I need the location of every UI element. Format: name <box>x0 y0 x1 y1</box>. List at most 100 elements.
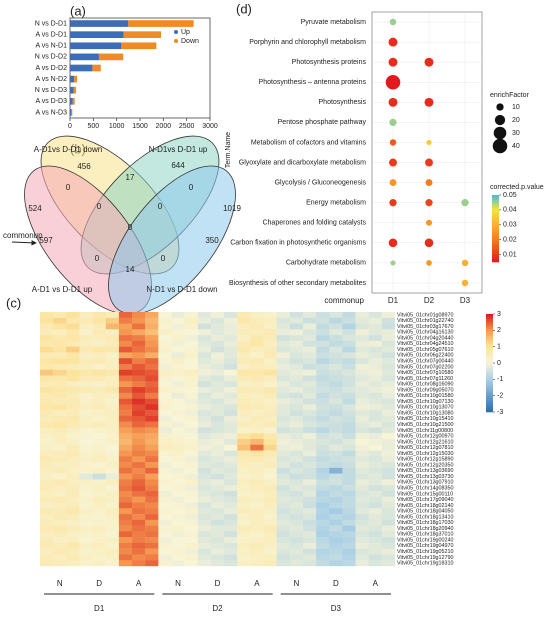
heatmap-cell <box>197 508 212 515</box>
heatmap-cell <box>118 392 133 399</box>
heatmap-cell <box>381 450 396 457</box>
heatmap-cell <box>145 346 159 353</box>
heatmap-cell <box>118 444 133 451</box>
heatmap-cell <box>184 323 198 330</box>
heatmap-cell <box>92 329 106 336</box>
colorbar-step <box>492 203 499 206</box>
bar-segment <box>121 42 157 50</box>
heatmap-cell <box>237 335 251 342</box>
heatmap-cell <box>118 415 133 422</box>
heatmap-cell <box>276 392 291 399</box>
heatmap-cell <box>118 473 133 480</box>
legend-label: Down <box>181 38 199 45</box>
heatmap-cell <box>66 335 80 342</box>
heatmap-cell <box>342 398 356 405</box>
heatmap-cell <box>250 410 264 417</box>
heatmap-cell <box>79 381 93 388</box>
heatmap-cell <box>329 323 343 330</box>
heatmap-cell <box>316 427 330 434</box>
heatmap-cell <box>224 421 238 428</box>
heatmap-cell <box>342 508 356 515</box>
colorbar-tick-label: 2 <box>497 327 501 334</box>
bubble <box>426 260 432 266</box>
venn-count: 17 <box>126 173 135 182</box>
heatmap-cell <box>171 312 185 318</box>
heatmap-cell <box>105 317 120 324</box>
heatmap-cell <box>289 323 304 330</box>
heatmap-cell <box>224 548 238 555</box>
heatmap-cell <box>302 548 317 555</box>
colorbar-step <box>492 258 499 261</box>
bar-segment <box>70 42 122 50</box>
heatmap-cell <box>250 329 264 336</box>
heatmap-cell <box>381 548 396 555</box>
heatmap-cell <box>342 323 356 330</box>
row-label: Vitvi05_01chr14g08350 <box>397 485 454 491</box>
heatmap-cell <box>105 363 120 370</box>
heatmap-cell <box>302 444 317 451</box>
heatmap-cell <box>132 473 146 480</box>
heatmap-cell <box>316 352 330 359</box>
heatmap-cell <box>158 363 172 370</box>
bar-segment <box>123 31 161 38</box>
heatmap-cell <box>342 444 356 451</box>
heatmap-cell <box>184 335 198 342</box>
heatmap-cell <box>316 363 330 370</box>
heatmap-cell <box>40 329 54 336</box>
heatmap-cell <box>105 514 120 521</box>
heatmap-cell <box>368 340 383 347</box>
heatmap-cell <box>105 421 120 428</box>
heatmap-cell <box>329 398 343 405</box>
heatmap-cell <box>276 502 291 509</box>
heatmap-cell <box>197 450 212 457</box>
heatmap-cell <box>66 352 80 359</box>
heatmap-cell <box>145 369 159 376</box>
heatmap-cell <box>302 415 317 422</box>
heatmap-cell <box>171 519 185 526</box>
heatmap-cell <box>224 387 238 394</box>
y-tick-label: A vs D-D1 <box>35 32 67 39</box>
row-label: Vitvi05_01chr11g00800 <box>397 428 453 434</box>
heatmap-cell <box>158 456 172 463</box>
heatmap-cell <box>66 369 80 376</box>
heatmap-cell <box>329 456 343 463</box>
heatmap-cell <box>171 496 185 503</box>
heatmap-cell <box>355 415 369 422</box>
heatmap-cell <box>66 560 80 567</box>
colorbar-step <box>486 350 493 354</box>
heatmap-cell <box>263 415 277 422</box>
heatmap-cell <box>105 375 120 382</box>
heatmap-cell <box>118 369 133 376</box>
colorbar-step <box>486 377 493 381</box>
colorbar-step <box>492 195 499 197</box>
bubble <box>424 57 434 67</box>
heatmap-cell <box>342 462 356 469</box>
heatmap-cell <box>79 363 93 370</box>
heatmap-cell <box>263 490 277 497</box>
heatmap-cell <box>145 317 159 324</box>
heatmap-cell <box>66 537 80 544</box>
heatmap-cell <box>342 450 356 457</box>
heatmap-cell <box>289 415 304 422</box>
colorbar-step <box>492 208 499 211</box>
heatmap-cell <box>158 554 172 561</box>
heatmap-cell <box>342 410 356 417</box>
heatmap-cell <box>145 450 159 457</box>
colorbar-step <box>492 215 499 218</box>
heatmap-cell <box>79 542 93 549</box>
heatmap-cell <box>276 387 291 394</box>
heatmap-cell <box>118 323 133 330</box>
heatmap-cell <box>289 479 304 486</box>
heatmap-cell <box>105 467 120 474</box>
heatmap-cell <box>250 554 264 561</box>
heatmap-cell <box>210 485 225 492</box>
heatmap-cell <box>368 467 383 474</box>
heatmap-cell <box>210 358 225 365</box>
heatmap-cell <box>342 312 356 318</box>
heatmap-cell <box>342 554 356 561</box>
heatmap-cell <box>92 404 106 411</box>
venn-count: 0 <box>95 254 100 263</box>
bubble <box>424 97 434 107</box>
heatmap-cell <box>197 415 212 422</box>
heatmap-cell <box>381 462 396 469</box>
